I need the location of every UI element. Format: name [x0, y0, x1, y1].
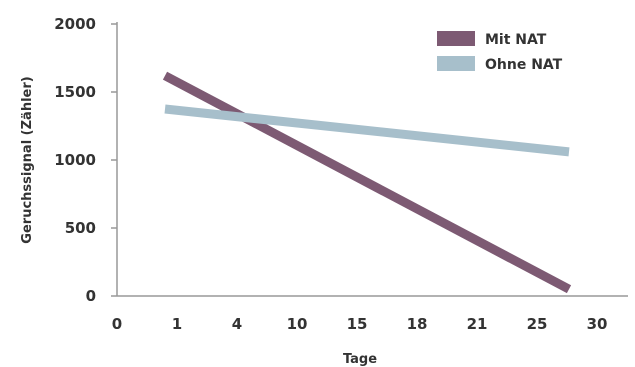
series-lines — [162, 71, 572, 294]
legend: Mit NAT Ohne NAT — [437, 31, 563, 73]
x-tick-label: 0 — [112, 315, 122, 333]
legend-swatch-mit-nat — [437, 31, 475, 46]
x-tick-label: 1 — [172, 315, 182, 333]
legend-label-mit-nat: Mit NAT — [485, 32, 547, 48]
y-axis-title: Geruchssignal (Zähler) — [20, 76, 35, 243]
series-line-mit-nat — [162, 71, 572, 294]
legend-swatch-ohne-nat — [437, 56, 475, 71]
x-tick-label: 21 — [467, 315, 488, 333]
x-tick-label: 30 — [587, 315, 608, 333]
legend-label-ohne-nat: Ohne NAT — [485, 57, 563, 73]
x-tick-label: 4 — [232, 315, 242, 333]
x-axis-title: Tage — [343, 352, 377, 367]
y-tick-label: 0 — [86, 287, 96, 305]
x-tick-label: 15 — [347, 315, 368, 333]
y-tick-label: 500 — [65, 219, 96, 237]
x-tick-label: 10 — [287, 315, 308, 333]
y-tick-label: 1000 — [54, 151, 96, 169]
y-tick-label: 1500 — [54, 83, 96, 101]
y-tick-labels: 0 500 1000 1500 2000 — [54, 15, 117, 305]
series-line-ohne-nat — [164, 104, 570, 157]
x-tick-label: 18 — [407, 315, 428, 333]
x-tick-labels: 0 1 4 10 15 18 21 25 30 — [112, 315, 608, 333]
y-tick-label: 2000 — [54, 15, 96, 33]
x-tick-label: 25 — [527, 315, 548, 333]
